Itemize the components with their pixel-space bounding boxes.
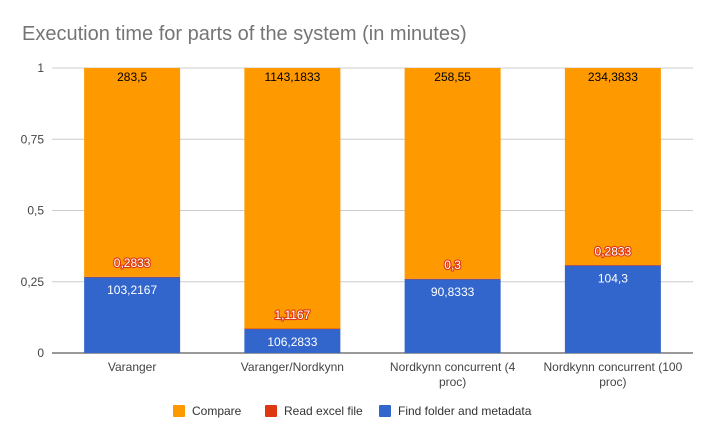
legend-label: Find folder and metadata bbox=[398, 404, 532, 418]
data-label: 104,3 bbox=[598, 271, 628, 285]
y-tick-label: 1 bbox=[37, 61, 44, 75]
x-tick-label: Nordkynn concurrent (4 proc) bbox=[390, 360, 516, 389]
y-tick-label: 0,5 bbox=[27, 204, 44, 218]
legend-label: Compare bbox=[192, 404, 242, 418]
bar-segment bbox=[564, 68, 661, 266]
bar-segment bbox=[244, 68, 341, 329]
data-label: 0,3 bbox=[444, 258, 461, 272]
legend-item[interactable]: Find folder and metadata bbox=[379, 404, 532, 418]
y-tick-label: 0 bbox=[37, 346, 44, 360]
data-label: 106,2833 bbox=[267, 335, 317, 349]
bar-segment bbox=[244, 328, 341, 330]
legend-swatch bbox=[265, 405, 277, 417]
y-axis-ticks: 0 0,25 0,5 0,75 1 bbox=[21, 61, 45, 360]
bar-segment bbox=[564, 265, 661, 353]
bar-segment bbox=[404, 278, 501, 353]
data-label: 283,5 bbox=[117, 70, 147, 84]
data-label: 0,2833 bbox=[595, 244, 632, 258]
bar-segment bbox=[84, 68, 181, 277]
bar-segment bbox=[84, 276, 181, 278]
data-label: 234,3833 bbox=[588, 70, 638, 84]
data-label: 1143,1833 bbox=[264, 70, 320, 84]
data-label: 0,2833 bbox=[114, 256, 151, 270]
bar-segment bbox=[404, 68, 501, 279]
legend-swatch bbox=[173, 405, 185, 417]
legend[interactable]: Compare Read excel file Find folder and me… bbox=[173, 404, 532, 418]
x-tick-label: Varanger bbox=[108, 360, 156, 374]
legend-item[interactable]: Compare bbox=[173, 404, 242, 418]
data-label: 258,55 bbox=[434, 70, 471, 84]
legend-label: Read excel file bbox=[284, 404, 363, 418]
data-label: 103,2167 bbox=[107, 283, 157, 297]
x-tick-label: Nordkynn concurrent (100 proc) bbox=[544, 360, 683, 389]
legend-swatch bbox=[379, 405, 391, 417]
bar-segment bbox=[84, 276, 181, 353]
bar-segment bbox=[564, 265, 661, 266]
y-tick-label: 0,25 bbox=[21, 275, 45, 289]
bar-segment bbox=[404, 278, 501, 280]
x-axis-ticks: Varanger Varanger/Nordkynn Nordkynn concur… bbox=[108, 360, 683, 389]
data-label: 90,8333 bbox=[431, 285, 475, 299]
bar-segment bbox=[244, 328, 341, 353]
data-labels: 103,2167 0,2833 283,5 106,2833 1,1167 1143,18… bbox=[107, 70, 638, 349]
legend-item[interactable]: Read excel file bbox=[265, 404, 363, 418]
y-tick-label: 0,75 bbox=[21, 132, 45, 146]
bars bbox=[84, 68, 661, 353]
data-label: 1,1167 bbox=[274, 308, 310, 322]
x-tick-label: Varanger/Nordkynn bbox=[241, 360, 344, 374]
chart-title: Execution time for parts of the system (… bbox=[22, 23, 467, 45]
